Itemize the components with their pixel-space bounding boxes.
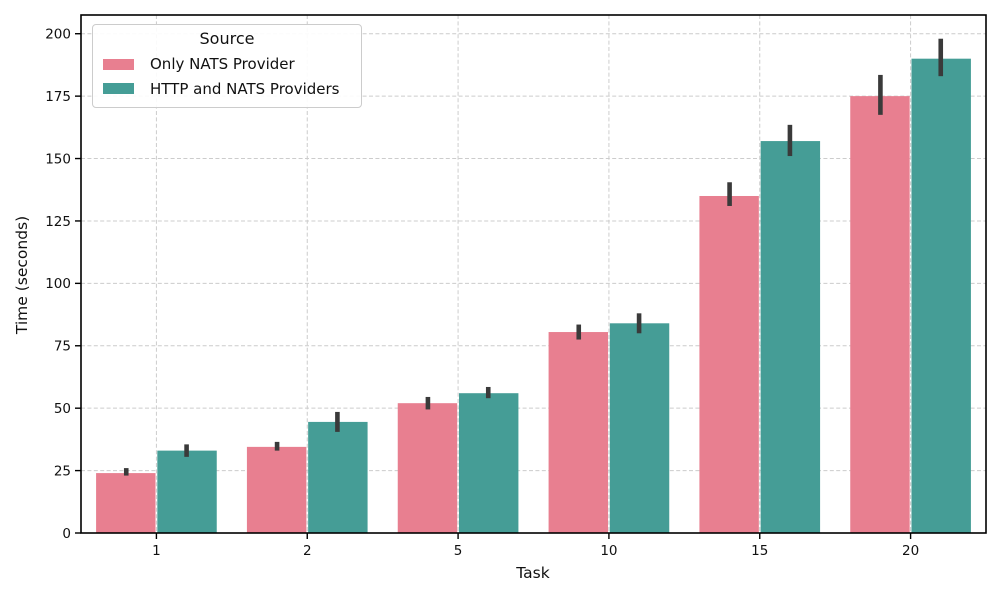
legend-label: Only NATS Provider — [150, 55, 295, 74]
bar-only-nats-provider-task-2 — [246, 446, 307, 533]
y-tick-label: 200 — [45, 27, 71, 43]
x-tick-label: 1 — [152, 543, 161, 559]
y-tick-label: 175 — [45, 89, 71, 105]
bar-http-and-nats-providers-task-10 — [609, 323, 670, 533]
bar-http-and-nats-providers-task-5 — [458, 393, 519, 533]
x-tick-label: 5 — [454, 543, 463, 559]
bar-only-nats-provider-task-20 — [850, 96, 910, 533]
legend-item: HTTP and NATS Providers — [103, 77, 351, 102]
legend-title: Source — [199, 29, 255, 48]
bar-http-and-nats-providers-task-1 — [157, 450, 217, 533]
legend-swatch-only-nats — [103, 58, 134, 70]
y-tick-label: 25 — [54, 463, 71, 479]
bar-http-and-nats-providers-task-20 — [911, 58, 971, 534]
bar-only-nats-provider-task-1 — [96, 473, 156, 533]
legend-label: HTTP and NATS Providers — [150, 79, 340, 98]
bar-only-nats-provider-task-15 — [699, 195, 759, 533]
y-tick-label: 50 — [54, 401, 71, 417]
bar-only-nats-provider-task-10 — [548, 332, 609, 533]
y-tick-label: 150 — [45, 151, 71, 167]
bar-http-and-nats-providers-task-15 — [760, 141, 821, 533]
x-tick-label: 15 — [751, 543, 768, 559]
y-tick-label: 100 — [45, 276, 71, 292]
x-tick-label: 10 — [600, 543, 617, 559]
bar-http-and-nats-providers-task-2 — [308, 421, 368, 533]
legend-swatch-http-nats — [103, 83, 134, 95]
y-tick-label: 75 — [54, 339, 71, 355]
axes-spines — [80, 14, 987, 534]
x-tick-label: 20 — [902, 543, 919, 559]
legend: Source Only NATS Provider HTTP and NATS … — [92, 24, 362, 108]
y-axis-label: Time (seconds) — [13, 215, 31, 335]
bar-only-nats-provider-task-5 — [397, 403, 458, 533]
legend-item: Only NATS Provider — [103, 52, 351, 77]
x-tick-label: 2 — [303, 543, 312, 559]
x-axis-label: Task — [516, 564, 550, 582]
y-tick-label: 0 — [62, 526, 71, 542]
y-tick-label: 125 — [45, 214, 71, 230]
